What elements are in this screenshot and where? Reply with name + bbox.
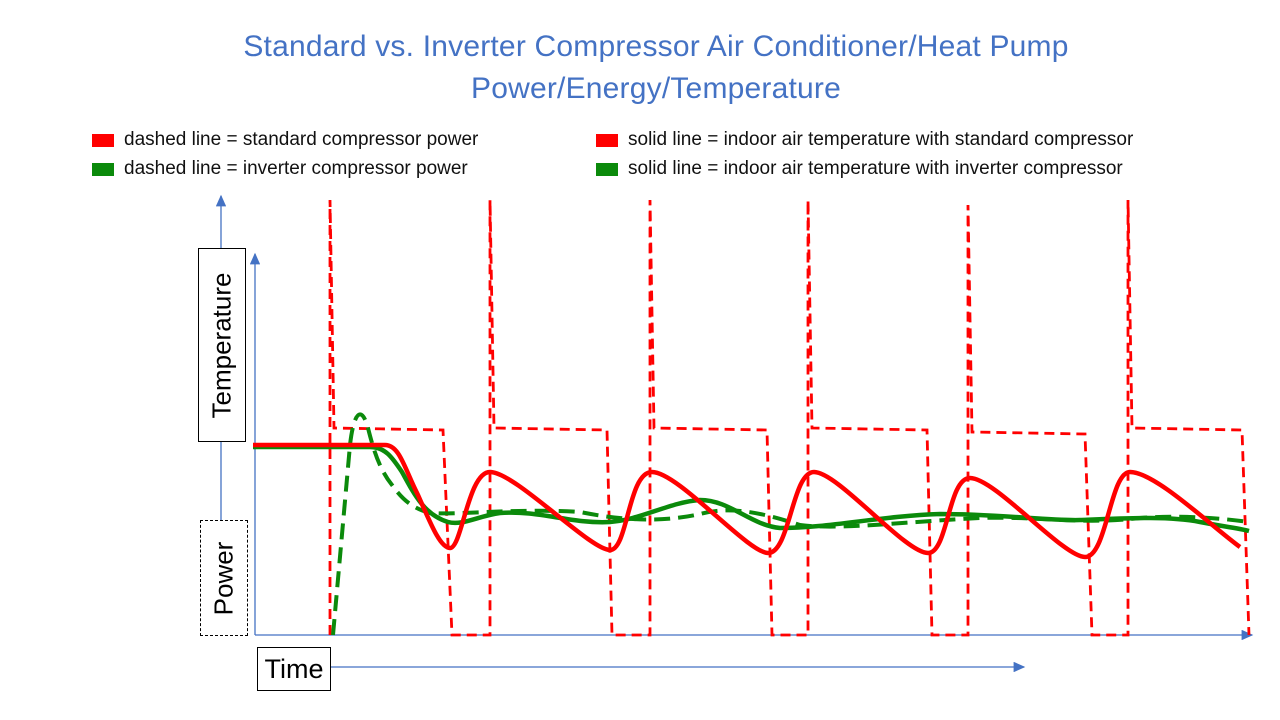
legend-label: dashed line = standard compressor power [124, 129, 479, 150]
legend-swatch-red [92, 133, 114, 147]
temperature-label-box: Temperature [198, 248, 246, 442]
title-line-1: Standard vs. Inverter Compressor Air Con… [243, 30, 1069, 63]
time-axis-label: Time [264, 653, 324, 684]
legend-swatch-green [596, 162, 618, 176]
time-label-box: Time [257, 647, 331, 691]
legend-standard-temperature: solid line = indoor air temperature with… [596, 128, 1133, 152]
legend-label: dashed line = inverter compressor power [124, 158, 468, 179]
power-label-box: Power [200, 520, 248, 636]
legend-label: solid line = indoor air temperature with… [628, 158, 1123, 179]
legend-inverter-temperature: solid line = indoor air temperature with… [596, 157, 1123, 181]
title-line-2: Power/Energy/Temperature [471, 72, 841, 105]
legend-label: solid line = indoor air temperature with… [628, 129, 1134, 150]
temperature-axis-label: Temperature [206, 272, 237, 418]
diagram-title: Standard vs. Inverter Compressor Air Con… [0, 26, 1280, 110]
standard-compressor-power-line [328, 199, 1251, 637]
inverter-temperature-line [253, 444, 1250, 534]
legend-swatch-red [596, 133, 618, 147]
legend-swatch-green [92, 162, 114, 176]
legend-inverter-power: dashed line = inverter compressor power [92, 157, 468, 181]
legend-standard-power: dashed line = standard compressor power [92, 128, 478, 152]
power-axis-label: Power [208, 541, 239, 615]
inverter-compressor-power-line [331, 412, 1250, 636]
standard-temperature-line [253, 442, 1242, 560]
